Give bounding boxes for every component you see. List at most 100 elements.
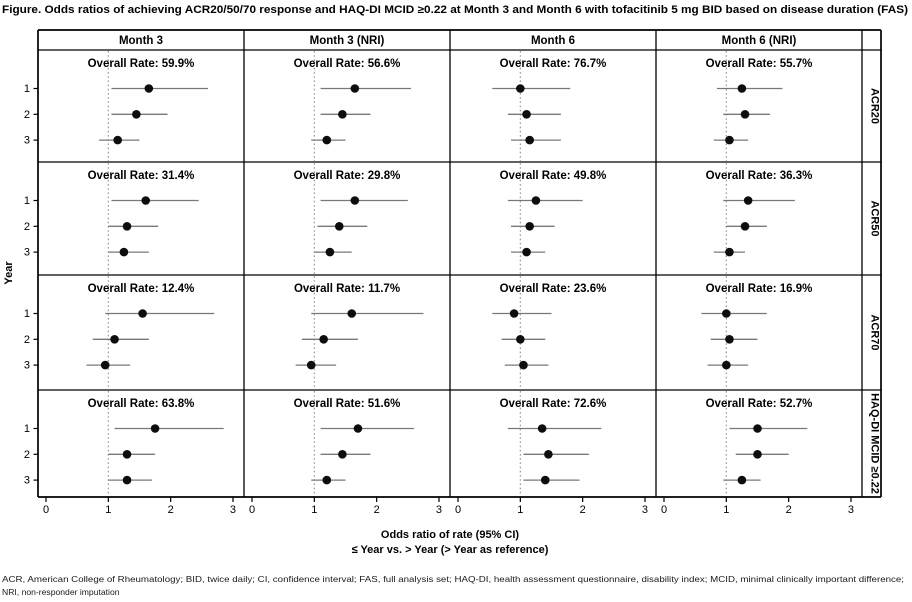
row-label: ACR70 bbox=[869, 314, 881, 350]
x-axis-tick-label: 1 bbox=[517, 504, 523, 516]
forest-point bbox=[544, 450, 553, 459]
forest-point bbox=[347, 309, 357, 318]
forest-point bbox=[119, 247, 129, 257]
forest-point bbox=[325, 247, 335, 257]
forest-point bbox=[522, 247, 531, 257]
forest-point bbox=[138, 309, 147, 318]
overall-rate-label: Overall Rate: 36.3% bbox=[706, 170, 813, 182]
overall-rate-label: Overall Rate: 31.4% bbox=[88, 170, 195, 182]
forest-point bbox=[338, 450, 347, 459]
x-axis-tick-label: 1 bbox=[311, 504, 317, 516]
overall-rate-label: Overall Rate: 76.7% bbox=[500, 58, 607, 70]
forest-point bbox=[100, 360, 110, 370]
forest-point bbox=[743, 196, 753, 205]
forest-point bbox=[525, 222, 534, 231]
x-axis-title: Odds ratio of rate (95% CI) bbox=[381, 529, 519, 541]
forest-point bbox=[753, 450, 762, 459]
forest-point bbox=[722, 360, 731, 370]
forest-point bbox=[540, 475, 550, 485]
forest-point bbox=[725, 135, 734, 145]
x-axis-tick-label: 3 bbox=[848, 504, 854, 516]
y-axis-tick-label: 2 bbox=[24, 449, 30, 461]
forest-point bbox=[516, 335, 525, 344]
forest-point bbox=[122, 450, 132, 459]
y-axis-tick-label: 1 bbox=[24, 423, 30, 435]
row-label: ACR20 bbox=[869, 88, 881, 124]
x-axis-subtitle: ≤ Year vs. > Year (> Year as reference) bbox=[352, 544, 549, 556]
y-axis-tick-label: 1 bbox=[24, 195, 30, 207]
forest-point bbox=[509, 309, 519, 318]
forest-point bbox=[319, 335, 328, 344]
forest-point bbox=[519, 360, 528, 370]
overall-rate-label: Overall Rate: 55.7% bbox=[706, 58, 813, 70]
forest-point bbox=[516, 84, 525, 93]
forest-point bbox=[537, 424, 547, 433]
y-axis-tick-label: 1 bbox=[24, 308, 30, 320]
x-axis-tick-label: 2 bbox=[168, 504, 174, 516]
y-axis-tick-label: 3 bbox=[24, 247, 30, 259]
x-axis-tick-label: 2 bbox=[786, 504, 792, 516]
x-axis-tick-label: 1 bbox=[105, 504, 111, 516]
forest-point bbox=[338, 110, 347, 119]
x-axis-tick-label: 2 bbox=[374, 504, 380, 516]
forest-point bbox=[122, 222, 132, 231]
y-axis-tick-label: 3 bbox=[24, 475, 30, 487]
overall-rate-label: Overall Rate: 23.6% bbox=[500, 283, 607, 295]
x-axis-tick-label: 0 bbox=[43, 504, 49, 516]
column-header: Month 6 (NRI) bbox=[722, 35, 797, 47]
y-axis-tick-label: 1 bbox=[24, 83, 30, 95]
y-axis-tick-label: 2 bbox=[24, 221, 30, 233]
forest-point bbox=[722, 309, 731, 318]
forest-point bbox=[740, 110, 750, 119]
forest-point bbox=[737, 475, 747, 485]
forest-point bbox=[522, 110, 531, 119]
figure-footnote-line1: ACR, American College of Rheumatology; B… bbox=[2, 574, 904, 584]
forest-point bbox=[132, 110, 141, 119]
overall-rate-label: Overall Rate: 29.8% bbox=[294, 170, 401, 182]
row-label: HAQ-DI MCID ≥0.22 bbox=[869, 393, 881, 494]
overall-rate-label: Overall Rate: 12.4% bbox=[88, 283, 195, 295]
forest-point bbox=[150, 424, 160, 433]
overall-rate-label: Overall Rate: 52.7% bbox=[706, 398, 813, 410]
forest-point bbox=[350, 84, 360, 93]
forest-point bbox=[110, 335, 119, 344]
column-header: Month 3 (NRI) bbox=[310, 35, 385, 47]
y-axis-tick-label: 2 bbox=[24, 334, 30, 346]
overall-rate-label: Overall Rate: 16.9% bbox=[706, 283, 813, 295]
overall-rate-label: Overall Rate: 11.7% bbox=[294, 283, 400, 295]
forest-point bbox=[322, 475, 332, 485]
overall-rate-label: Overall Rate: 72.6% bbox=[500, 398, 607, 410]
forest-point bbox=[113, 135, 122, 145]
overall-rate-label: Overall Rate: 49.8% bbox=[500, 170, 607, 182]
x-axis-tick-label: 0 bbox=[661, 504, 667, 516]
forest-point bbox=[144, 84, 154, 93]
forest-plot-grid: Overall Rate: 59.9% Overall Rate: 56.6% Ov… bbox=[24, 29, 882, 516]
forest-point bbox=[725, 335, 734, 344]
y-axis-tick-label: 2 bbox=[24, 109, 30, 121]
x-axis-tick-label: 2 bbox=[580, 504, 586, 516]
x-axis-tick-label: 3 bbox=[436, 504, 442, 516]
x-axis-tick-label: 3 bbox=[230, 504, 236, 516]
forest-point bbox=[725, 247, 734, 257]
forest-point bbox=[322, 135, 332, 145]
forest-point bbox=[753, 424, 762, 433]
y-axis-tick-label: 3 bbox=[24, 135, 30, 147]
overall-rate-label: Overall Rate: 51.6% bbox=[294, 398, 401, 410]
forest-point bbox=[350, 196, 360, 205]
forest-point bbox=[353, 424, 363, 433]
overall-rate-label: Overall Rate: 63.8% bbox=[88, 398, 195, 410]
forest-point bbox=[525, 135, 534, 145]
forest-point bbox=[306, 360, 316, 370]
y-axis-tick-label: 3 bbox=[24, 360, 30, 372]
forest-point bbox=[737, 84, 747, 93]
x-axis-tick-label: 1 bbox=[723, 504, 729, 516]
forest-point bbox=[122, 475, 132, 485]
forest-point bbox=[334, 222, 344, 231]
y-axis-title: Year bbox=[3, 261, 15, 285]
forest-point bbox=[141, 196, 151, 205]
x-axis-tick-label: 0 bbox=[249, 504, 255, 516]
row-label: ACR50 bbox=[869, 200, 881, 236]
overall-rate-label: Overall Rate: 59.9% bbox=[88, 58, 195, 70]
